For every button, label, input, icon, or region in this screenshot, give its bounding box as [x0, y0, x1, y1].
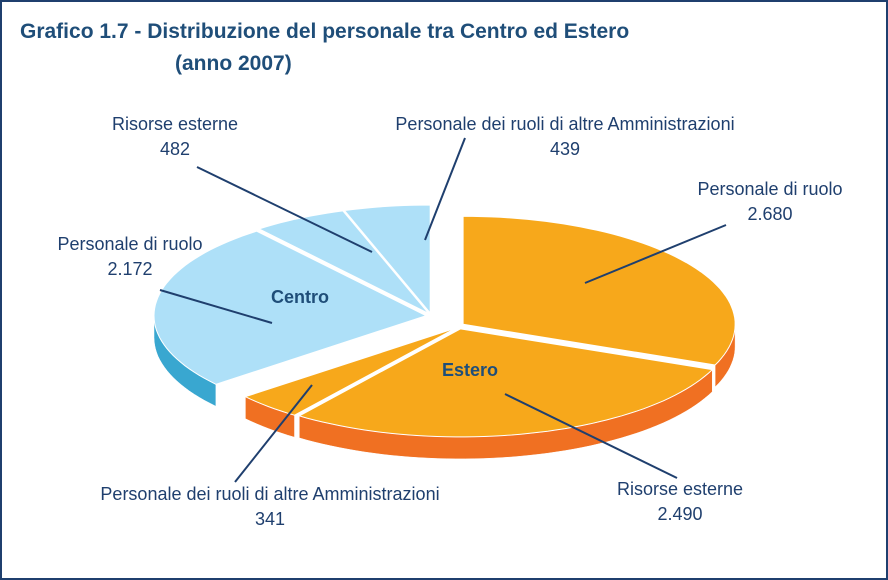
slice-label: Personale di ruolo [57, 234, 202, 254]
slice-label: Risorse esterne [617, 479, 743, 499]
slice-label: Personale di ruolo [697, 179, 842, 199]
leader-line [584, 224, 727, 284]
leader-line [196, 166, 373, 253]
slice-label: Personale dei ruoli di altre Amministraz… [100, 484, 439, 504]
slice [462, 215, 736, 366]
leader-line [234, 384, 313, 483]
slice-label: Risorse esterne [112, 114, 238, 134]
value-label: 2.490 [657, 504, 702, 524]
leader-line [159, 289, 273, 324]
value-label: 2.680 [747, 204, 792, 224]
leader-line [504, 393, 678, 479]
slice [343, 204, 431, 315]
slice [297, 328, 714, 438]
value-label: 482 [160, 139, 190, 159]
group-label: Centro [271, 287, 329, 307]
slice-label: Personale dei ruoli di altre Amministraz… [395, 114, 734, 134]
value-label: 341 [255, 509, 285, 529]
slice [257, 210, 429, 314]
leader-line [424, 137, 466, 241]
group-label: Estero [442, 360, 498, 380]
chart-subtitle: (anno 2007) [175, 52, 292, 75]
value-label: 439 [550, 139, 580, 159]
value-label: 2.172 [107, 259, 152, 279]
chart-title: Grafico 1.7 - Distribuzione del personal… [20, 20, 629, 43]
slice [153, 230, 428, 385]
